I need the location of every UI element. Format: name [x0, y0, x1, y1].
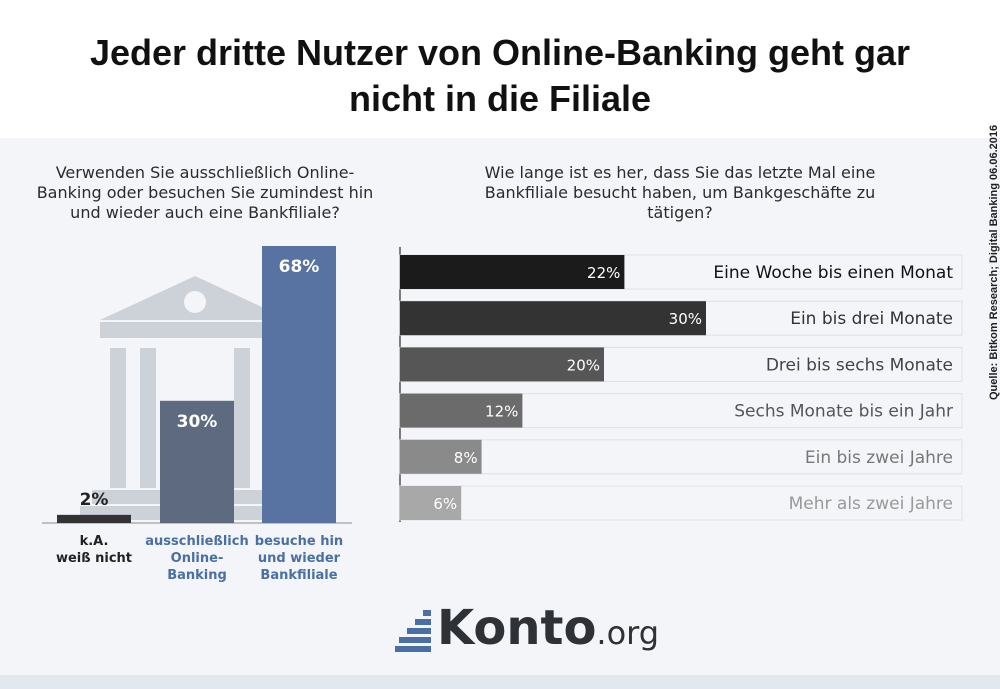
right-bar-value-label: 30%: [669, 310, 702, 328]
left-bar-value-label: 2%: [80, 490, 109, 510]
left-bar: [160, 400, 234, 523]
logo-tld: .org: [596, 614, 660, 652]
right-bar-value-label: 6%: [433, 495, 457, 513]
right-bar: [400, 301, 706, 336]
left-category-label: weiß nicht: [56, 551, 132, 566]
left-category-label: k.A.: [80, 534, 109, 549]
right-category-label: Ein bis drei Monate: [790, 309, 953, 329]
right-bar: [400, 486, 462, 520]
right-chart-question: Wie lange ist es her, dass Sie das letzt…: [484, 163, 876, 222]
right-bar: [400, 347, 604, 382]
left-bar-value-label: 68%: [279, 257, 320, 277]
left-category-label: Online-: [171, 551, 224, 566]
right-bar-value-label: 22%: [587, 264, 620, 282]
right-bar: [400, 393, 523, 428]
page-title: Jeder dritte Nutzer von Online-Banking g…: [89, 32, 911, 119]
right-bar: [400, 439, 482, 474]
left-bar: [57, 514, 131, 523]
right-category-label: Ein bis zwei Jahre: [805, 448, 953, 468]
right-bar-value-label: 20%: [567, 356, 600, 374]
right-category-label: Sechs Monate bis ein Jahr: [734, 402, 953, 422]
left-chart-question: Verwenden Sie ausschließlich Online-Bank…: [36, 163, 374, 222]
logo-stairs-icon: [395, 610, 431, 652]
left-category-label: besuche hin: [255, 534, 343, 549]
right-bar: [400, 255, 625, 289]
left-bar-value-label: 30%: [177, 412, 218, 432]
left-category-label: Bankfiliale: [260, 568, 337, 583]
left-bar: [262, 246, 336, 523]
right-bar-value-label: 8%: [454, 449, 478, 467]
right-bar-value-label: 12%: [485, 403, 518, 421]
source-note: Quelle: Bitkom Research; Digital Banking…: [988, 124, 1000, 400]
left-category-label: ausschließlich: [145, 534, 248, 549]
header: Jeder dritte Nutzer von Online-Banking g…: [0, 0, 1000, 139]
right-category-label: Drei bis sechs Monate: [766, 355, 953, 375]
logo-name: Konto: [437, 600, 597, 656]
right-category-label: Mehr als zwei Jahre: [789, 494, 953, 514]
bottom-strip: [0, 675, 1000, 689]
right-category-label: Eine Woche bis einen Monat: [713, 263, 953, 283]
logo-wordmark: Konto.org: [437, 602, 659, 659]
left-bar-chart: 2% k.A. weiß nicht 30% ausschließlich Online-…: [42, 246, 352, 583]
left-category-label: Banking: [167, 568, 227, 583]
left-category-label: und wieder: [258, 551, 341, 566]
right-bar-chart: 22% Eine Woche bis einen Monat 30% Ein bis …: [399, 247, 963, 522]
